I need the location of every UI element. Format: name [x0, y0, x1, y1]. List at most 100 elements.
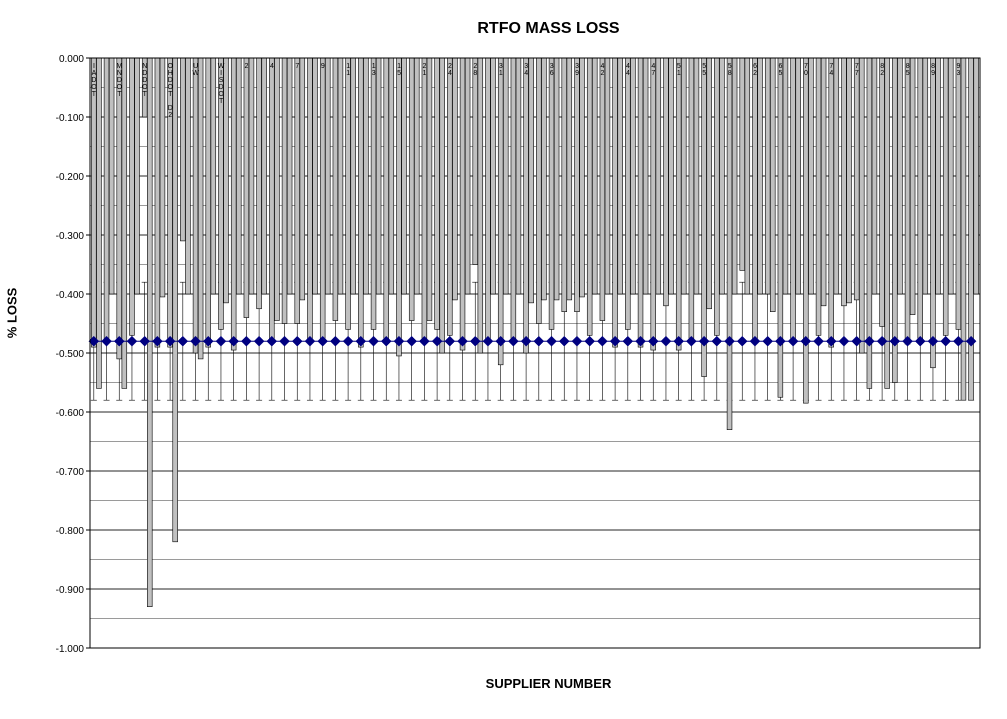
svg-text:8: 8 — [473, 70, 477, 77]
svg-text:1: 1 — [346, 70, 350, 77]
svg-text:W: W — [218, 63, 225, 70]
svg-text:9: 9 — [957, 63, 961, 70]
svg-text:5: 5 — [397, 70, 401, 77]
svg-text:3: 3 — [372, 70, 376, 77]
svg-text:2: 2 — [423, 63, 427, 70]
svg-text:0.000: 0.000 — [59, 54, 84, 65]
svg-text:3: 3 — [550, 63, 554, 70]
svg-text:O: O — [168, 63, 174, 70]
svg-text:D: D — [142, 70, 147, 77]
chart-title: RTFO MASS LOSS — [20, 20, 1007, 38]
svg-text:2: 2 — [245, 63, 249, 70]
svg-text:T: T — [168, 91, 173, 98]
svg-text:D: D — [117, 77, 122, 84]
svg-text:6: 6 — [779, 63, 783, 70]
svg-text:4: 4 — [829, 70, 833, 77]
svg-text:5: 5 — [677, 63, 681, 70]
svg-text:T: T — [92, 91, 97, 98]
svg-text:D: D — [219, 84, 224, 91]
svg-text:2: 2 — [601, 70, 605, 77]
svg-text:1: 1 — [372, 63, 376, 70]
svg-text:5: 5 — [779, 70, 783, 77]
svg-text:4: 4 — [270, 63, 274, 70]
svg-text:1: 1 — [677, 70, 681, 77]
svg-text:M: M — [116, 63, 122, 70]
svg-text:N: N — [117, 70, 122, 77]
svg-text:2: 2 — [168, 112, 172, 119]
svg-text:4: 4 — [524, 70, 528, 77]
svg-text:O: O — [168, 84, 174, 91]
svg-text:4: 4 — [626, 63, 630, 70]
svg-text:4: 4 — [601, 63, 605, 70]
svg-text:9: 9 — [575, 70, 579, 77]
svg-text:-0.900: -0.900 — [56, 585, 85, 596]
svg-text:O: O — [218, 91, 224, 98]
svg-text:W: W — [192, 70, 199, 77]
svg-text:1: 1 — [499, 70, 503, 77]
svg-text:0: 0 — [804, 70, 808, 77]
svg-text:7: 7 — [804, 63, 808, 70]
svg-text:2: 2 — [448, 63, 452, 70]
svg-text:S: S — [219, 77, 224, 84]
svg-text:4: 4 — [626, 70, 630, 77]
svg-text:-0.400: -0.400 — [56, 290, 85, 301]
svg-text:5: 5 — [728, 63, 732, 70]
svg-text:1: 1 — [346, 63, 350, 70]
svg-text:7: 7 — [651, 70, 655, 77]
svg-text:5: 5 — [702, 63, 706, 70]
svg-text:I: I — [93, 63, 95, 70]
svg-text:-0.800: -0.800 — [56, 526, 85, 537]
svg-text:O: O — [117, 84, 123, 91]
svg-text:4: 4 — [651, 63, 655, 70]
svg-text:-0.500: -0.500 — [56, 349, 85, 360]
svg-text:O: O — [142, 84, 148, 91]
svg-text:7: 7 — [855, 63, 859, 70]
svg-text:D: D — [91, 77, 96, 84]
svg-text:7: 7 — [829, 63, 833, 70]
svg-text:8: 8 — [906, 63, 910, 70]
svg-text:T: T — [117, 91, 122, 98]
svg-text:D: D — [142, 77, 147, 84]
svg-text:U: U — [193, 63, 198, 70]
svg-text:8: 8 — [728, 70, 732, 77]
chart-container: RTFO MASS LOSS % LOSS 0.000-0.100-0.200-… — [20, 20, 1007, 691]
svg-text:3: 3 — [524, 63, 528, 70]
svg-text:I: I — [220, 70, 222, 77]
svg-text:6: 6 — [550, 70, 554, 77]
svg-text:1: 1 — [423, 70, 427, 77]
svg-text:-1.000: -1.000 — [56, 644, 85, 655]
svg-text:D: D — [168, 105, 173, 112]
svg-text:-0.600: -0.600 — [56, 408, 85, 419]
svg-text:7: 7 — [855, 70, 859, 77]
svg-text:-0.700: -0.700 — [56, 467, 85, 478]
svg-text:8: 8 — [931, 63, 935, 70]
y-axis-label: % LOSS — [5, 287, 20, 338]
svg-text:H: H — [168, 70, 173, 77]
chart-svg: 0.000 -0.100 -0.200 -0.300 -0.400 -0.500 -0.60… — [20, 48, 990, 668]
svg-text:9: 9 — [931, 70, 935, 77]
svg-text:T: T — [143, 91, 148, 98]
svg-text:7: 7 — [295, 63, 299, 70]
svg-text:4: 4 — [448, 70, 452, 77]
svg-text:A: A — [92, 70, 97, 77]
svg-text:9: 9 — [321, 63, 325, 70]
svg-text:2: 2 — [753, 70, 757, 77]
svg-text:3: 3 — [499, 63, 503, 70]
svg-text:8: 8 — [880, 63, 884, 70]
svg-text:O: O — [91, 84, 97, 91]
svg-text:6: 6 — [753, 63, 757, 70]
svg-text:2: 2 — [880, 70, 884, 77]
svg-text:-0.100: -0.100 — [56, 113, 85, 124]
svg-text:1: 1 — [397, 63, 401, 70]
svg-text:3: 3 — [575, 63, 579, 70]
svg-text:5: 5 — [906, 70, 910, 77]
svg-text:3: 3 — [957, 70, 961, 77]
svg-text:-0.200: -0.200 — [56, 172, 85, 183]
svg-text:5: 5 — [702, 70, 706, 77]
svg-text:2: 2 — [473, 63, 477, 70]
svg-text:N: N — [142, 63, 147, 70]
svg-text:T: T — [219, 98, 224, 105]
svg-text:D: D — [168, 77, 173, 84]
svg-text:-0.300: -0.300 — [56, 231, 85, 242]
x-axis-label: SUPPLIER NUMBER — [20, 676, 1007, 691]
